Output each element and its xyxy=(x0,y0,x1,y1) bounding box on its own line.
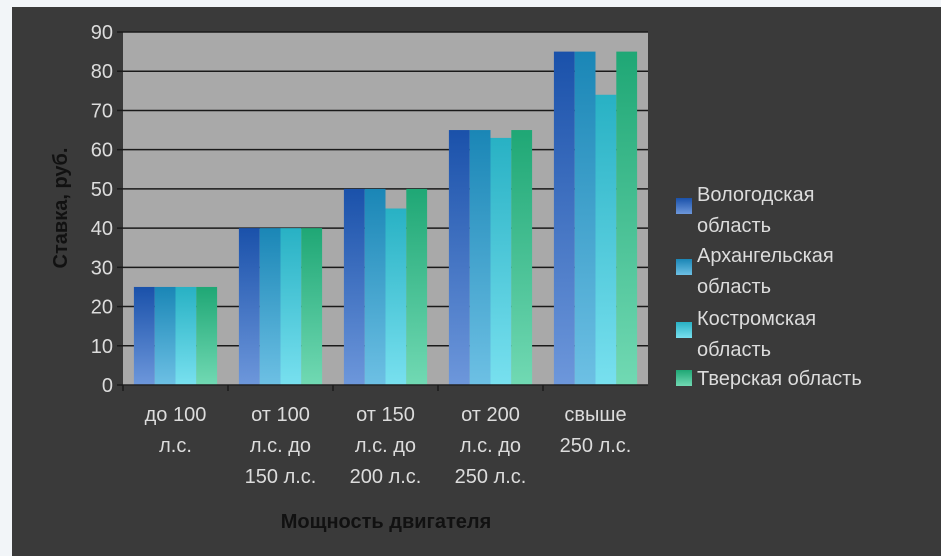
y-ticks: 0 10 20 30 40 50 60 70 80 90 xyxy=(91,22,123,397)
bar xyxy=(301,228,323,385)
x-category-label: от 200 xyxy=(461,404,520,426)
y-tick-label: 90 xyxy=(91,22,113,44)
x-category-label: 200 л.с. xyxy=(350,466,422,488)
bar xyxy=(259,228,281,385)
x-category-label: до 100 xyxy=(145,404,207,426)
x-category-label: 250 л.с. xyxy=(560,435,632,457)
bars xyxy=(133,51,638,385)
x-categories: до 100 л.с. от 100 л.с. до 150 л.с. от 150 л.с… xyxy=(122,385,632,488)
legend-swatch xyxy=(676,198,692,214)
legend-swatch xyxy=(676,259,692,275)
y-tick-label: 30 xyxy=(91,257,113,279)
legend: Вологодская область Архангельская область Ко… xyxy=(676,184,862,390)
bar xyxy=(469,130,491,385)
bar xyxy=(490,137,512,385)
x-category-label: от 150 xyxy=(356,404,415,426)
y-tick-label: 50 xyxy=(91,179,113,201)
y-tick-label: 40 xyxy=(91,218,113,240)
bar xyxy=(364,188,386,385)
legend-label: Костромская xyxy=(697,308,816,330)
x-category-label: 150 л.с. xyxy=(245,466,317,488)
bar xyxy=(154,286,176,385)
bar xyxy=(133,286,155,385)
bar xyxy=(196,286,218,385)
y-tick-label: 80 xyxy=(91,61,113,83)
legend-label: Вологодская xyxy=(697,184,814,206)
y-tick-label: 70 xyxy=(91,100,113,122)
bar xyxy=(175,286,197,385)
bar xyxy=(280,228,302,385)
bar xyxy=(574,51,596,385)
x-category-label: 250 л.с. xyxy=(455,466,527,488)
x-category-label: от 100 xyxy=(251,404,310,426)
bar xyxy=(595,94,617,385)
bar xyxy=(238,228,260,385)
x-category-label: свыше xyxy=(564,404,626,426)
legend-swatch xyxy=(676,370,692,386)
bar xyxy=(511,130,533,385)
legend-label: область xyxy=(697,339,771,361)
x-axis-title: Мощность двигателя xyxy=(281,511,492,533)
bar xyxy=(448,130,470,385)
y-tick-label: 10 xyxy=(91,336,113,358)
bar xyxy=(553,51,575,385)
y-axis-title: Ставка, руб. xyxy=(50,148,72,269)
x-category-label: л.с. до xyxy=(355,435,416,457)
bar xyxy=(343,188,365,385)
y-tick-label: 20 xyxy=(91,297,113,319)
legend-label: Тверская область xyxy=(697,368,862,390)
y-tick-label: 60 xyxy=(91,140,113,162)
legend-label: область xyxy=(697,276,771,298)
x-category-label: л.с. до xyxy=(250,435,311,457)
bar xyxy=(385,208,407,385)
y-tick-label: 0 xyxy=(102,375,113,397)
x-category-label: л.с. xyxy=(159,435,192,457)
bar xyxy=(616,51,638,385)
legend-label: область xyxy=(697,215,771,237)
bar xyxy=(406,188,428,385)
legend-swatch xyxy=(676,322,692,338)
legend-label: Архангельская xyxy=(697,245,834,267)
x-category-label: л.с. до xyxy=(460,435,521,457)
